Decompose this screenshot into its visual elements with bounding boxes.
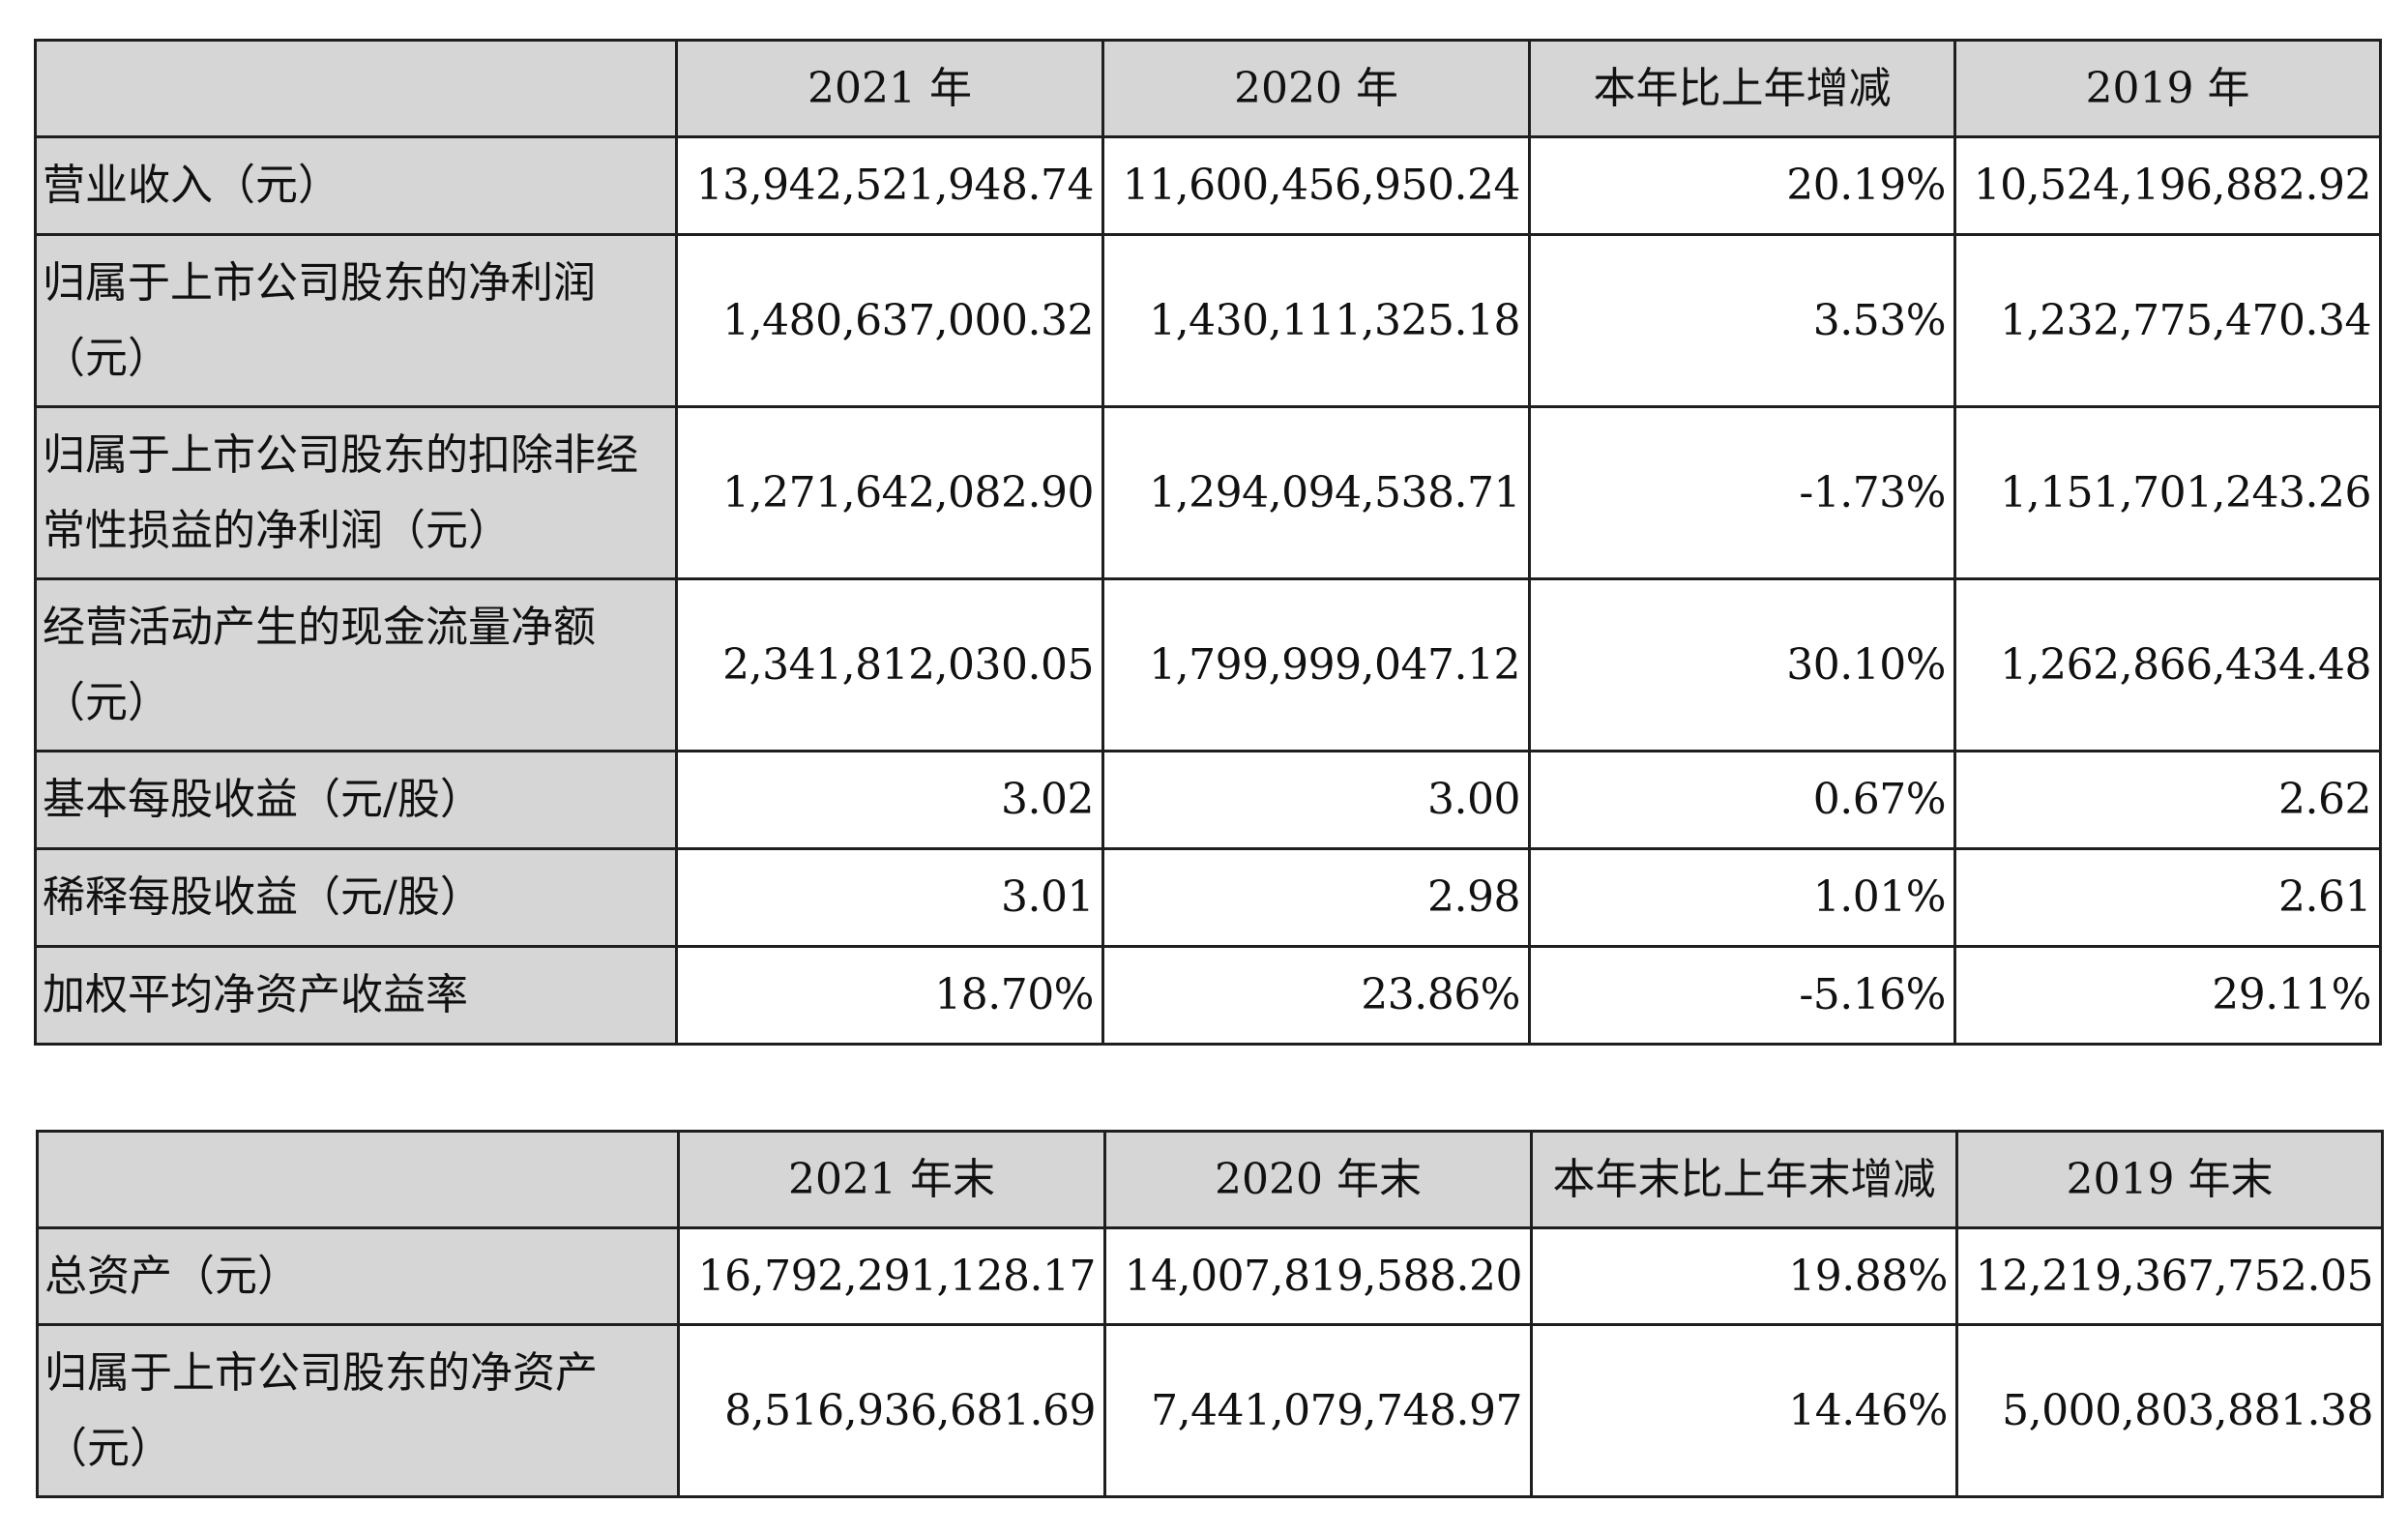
cell-2020: 2.98 [1101,847,1531,948]
cell-2021: 13,942,521,948.74 [675,135,1104,236]
cell-change: -1.73% [1528,405,1956,580]
row-label: 稀释每股收益（元/股） [34,847,678,948]
year-end-financial-table: 2021 年末 2020 年末 本年末比上年末增减 2019 年末 总资产（元）… [36,1130,2384,1498]
row-label: 经营活动产生的现金流量净额（元） [34,577,678,752]
annual-financial-table: 2021 年 2020 年 本年比上年增减 2019 年 营业收入（元） 13,… [34,39,2382,1046]
cell-2020: 3.00 [1101,750,1531,850]
cell-2019: 10,524,196,882.92 [1953,135,2382,236]
table-row: 经营活动产生的现金流量净额（元） 2,341,812,030.05 1,799,… [34,577,2382,752]
cell-change: 20.19% [1528,135,1956,236]
cell-2019: 1,232,775,470.34 [1953,233,2382,408]
cell-2019: 2.62 [1953,750,2382,850]
header-2019: 2019 年 [1953,39,2382,138]
cell-change: 14.46% [1530,1323,1958,1498]
row-label: 总资产（元） [36,1226,680,1326]
table-row: 营业收入（元） 13,942,521,948.74 11,600,456,950… [34,135,2382,236]
cell-2019: 2.61 [1953,847,2382,948]
table-header-row: 2021 年 2020 年 本年比上年增减 2019 年 [34,39,2382,138]
cell-2019: 12,219,367,752.05 [1955,1226,2384,1326]
cell-2021: 1,480,637,000.32 [675,233,1104,408]
cell-2021: 3.01 [675,847,1104,948]
row-label: 归属于上市公司股东的净资产（元） [36,1323,680,1498]
cell-2020: 14,007,819,588.20 [1103,1226,1533,1326]
cell-change: -5.16% [1528,945,1956,1046]
cell-2019: 29.11% [1953,945,2382,1046]
row-label: 归属于上市公司股东的扣除非经常性损益的净利润（元） [34,405,678,580]
table-row: 稀释每股收益（元/股） 3.01 2.98 1.01% 2.61 [34,847,2382,948]
table-row: 归属于上市公司股东的净资产（元） 8,516,936,681.69 7,441,… [36,1323,2384,1498]
header-2021: 2021 年 [675,39,1104,138]
cell-2020: 1,294,094,538.71 [1101,405,1531,580]
row-label: 营业收入（元） [34,135,678,236]
header-2019-year-end: 2019 年末 [1955,1130,2384,1229]
table-row: 加权平均净资产收益率 18.70% 23.86% -5.16% 29.11% [34,945,2382,1046]
cell-2020: 1,799,999,047.12 [1101,577,1531,752]
cell-change: 1.01% [1528,847,1956,948]
table-row: 总资产（元） 16,792,291,128.17 14,007,819,588.… [36,1226,2384,1326]
cell-2021: 2,341,812,030.05 [675,577,1104,752]
cell-2020: 23.86% [1101,945,1531,1046]
cell-2021: 8,516,936,681.69 [677,1323,1106,1498]
cell-2021: 18.70% [675,945,1104,1046]
header-2021-year-end: 2021 年末 [677,1130,1106,1229]
header-2020: 2020 年 [1101,39,1531,138]
cell-2021: 1,271,642,082.90 [675,405,1104,580]
header-year-end-change: 本年末比上年末增减 [1530,1130,1958,1229]
header-corner-cell [34,39,678,138]
table-header-row: 2021 年末 2020 年末 本年末比上年末增减 2019 年末 [36,1130,2384,1229]
cell-change: 19.88% [1530,1226,1958,1326]
cell-change: 3.53% [1528,233,1956,408]
cell-2019: 1,151,701,243.26 [1953,405,2382,580]
cell-change: 30.10% [1528,577,1956,752]
row-label: 归属于上市公司股东的净利润（元） [34,233,678,408]
row-label: 基本每股收益（元/股） [34,750,678,850]
row-label: 加权平均净资产收益率 [34,945,678,1046]
table-row: 归属于上市公司股东的净利润（元） 1,480,637,000.32 1,430,… [34,233,2382,408]
cell-2019: 5,000,803,881.38 [1955,1323,2384,1498]
cell-2020: 11,600,456,950.24 [1101,135,1531,236]
cell-2021: 3.02 [675,750,1104,850]
cell-2019: 1,262,866,434.48 [1953,577,2382,752]
table-row: 归属于上市公司股东的扣除非经常性损益的净利润（元） 1,271,642,082.… [34,405,2382,580]
header-corner-cell [36,1130,680,1229]
cell-2020: 7,441,079,748.97 [1103,1323,1533,1498]
cell-2021: 16,792,291,128.17 [677,1226,1106,1326]
header-yoy-change: 本年比上年增减 [1528,39,1956,138]
cell-2020: 1,430,111,325.18 [1101,233,1531,408]
header-2020-year-end: 2020 年末 [1103,1130,1533,1229]
table-row: 基本每股收益（元/股） 3.02 3.00 0.67% 2.62 [34,750,2382,850]
cell-change: 0.67% [1528,750,1956,850]
